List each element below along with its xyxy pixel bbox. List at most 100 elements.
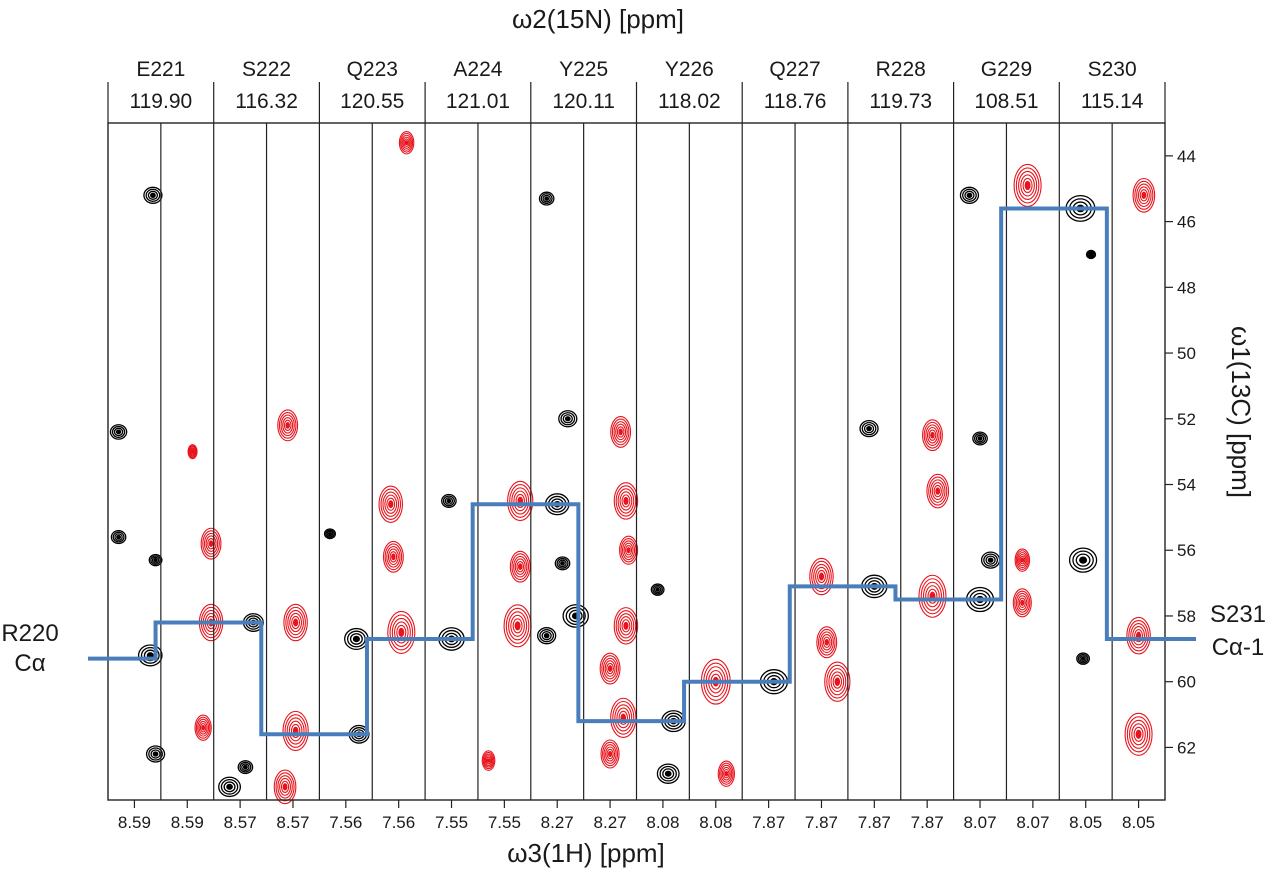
negative-peak-contour	[1124, 712, 1153, 756]
h1-tick-label: 7.56	[329, 813, 362, 832]
negative-peak-contour	[277, 409, 299, 442]
negative-peak-contour	[273, 769, 297, 805]
c13-tick-label: 62	[1177, 738, 1196, 757]
negative-peak-contour	[717, 760, 735, 787]
residue-name-label: E221	[136, 58, 185, 81]
negative-peak-contour	[507, 480, 534, 522]
negative-peak-contour	[1132, 177, 1156, 213]
h1-tick-label: 8.59	[171, 813, 204, 832]
h1-axis-title: ω3(1H) [ppm]	[507, 838, 665, 868]
negative-peak-contour	[613, 482, 639, 520]
c13-tick-label: 46	[1177, 213, 1196, 232]
n15-shift-label: 108.51	[974, 90, 1038, 113]
positive-peak-contour	[972, 431, 988, 446]
h1-tick-label: 8.08	[646, 813, 679, 832]
negative-peak-contour	[918, 574, 947, 618]
residue-header: S222 116.32	[235, 58, 298, 113]
positive-peak-contour	[1068, 547, 1098, 573]
residue-name-label: Y226	[665, 58, 714, 81]
negative-peak-contour	[503, 604, 532, 648]
positive-peak-contour	[109, 424, 128, 440]
h1-tick-label: 7.55	[488, 813, 521, 832]
n15-shift-label: 118.02	[658, 90, 721, 113]
h1-tick-label: 7.87	[805, 813, 838, 832]
n15-shift-label: 119.90	[130, 90, 193, 113]
positive-peak-contour	[562, 604, 589, 628]
h1-tick-label: 8.57	[276, 813, 309, 832]
residue-header-labels: E221 119.90 S222 116.32 Q223 120.55 A224 121.01…	[107, 58, 1166, 123]
negative-peak-contour	[816, 626, 838, 659]
c13-tick-label: 58	[1177, 607, 1196, 626]
start-annotation-atom: Cα	[14, 650, 45, 677]
negative-peak-contour	[922, 419, 943, 452]
c13-axis-ticks: 44 46 48 50 52 54 56 58 60 62	[1165, 147, 1196, 757]
positive-peak-contour	[237, 760, 254, 775]
negative-peak-contour	[200, 527, 222, 560]
positive-peak-contour	[656, 763, 680, 784]
residue-name-label: G229	[981, 58, 1032, 81]
residue-header: Y225 120.11	[552, 58, 615, 113]
negative-peak-contour	[1012, 588, 1032, 618]
h1-tick-label: 8.08	[699, 813, 732, 832]
c13-tick-label: 52	[1177, 410, 1196, 429]
c13-tick-label: 50	[1177, 344, 1196, 363]
residue-header: Y226 118.02	[658, 58, 721, 113]
negative-peak-contour	[378, 485, 403, 523]
residue-header: R228 119.73	[869, 58, 932, 113]
negative-peak-contour	[599, 652, 621, 685]
n15-shift-label: 116.32	[235, 90, 298, 113]
negative-peak-contour	[387, 610, 416, 654]
positive-peak-contour	[980, 551, 1001, 569]
sequential-walk-line	[88, 206, 1196, 737]
h1-tick-label: 7.87	[911, 813, 944, 832]
h1-tick-label: 8.07	[963, 813, 996, 832]
h1-tick-label: 8.57	[224, 813, 257, 832]
c13-tick-label: 56	[1177, 541, 1196, 560]
c13-tick-label: 60	[1177, 673, 1196, 692]
negative-peak-contour	[194, 714, 212, 741]
positive-peak-contour	[148, 553, 163, 567]
h1-tick-label: 7.56	[382, 813, 415, 832]
negative-peak-contour	[926, 473, 950, 509]
positive-peak-contour	[537, 627, 557, 645]
h1-tick-label: 7.87	[752, 813, 785, 832]
strip-dividers	[160, 123, 1113, 800]
positive-peak-contour	[137, 644, 163, 667]
negative-peak-contour	[283, 603, 308, 642]
negative-peak-contour	[187, 444, 198, 460]
positive-peak-contour	[650, 583, 665, 596]
positive-peak-contour	[1085, 249, 1097, 260]
positive-peak-contour	[323, 528, 337, 540]
positive-peak-contour	[143, 186, 163, 204]
residue-name-label: S230	[1088, 58, 1137, 81]
residue-name-label: R228	[876, 58, 926, 81]
n15-shift-label: 118.76	[764, 90, 827, 113]
residue-name-label: Y225	[559, 58, 608, 81]
c13-tick-label: 48	[1177, 278, 1196, 297]
h1-tick-label: 8.27	[594, 813, 627, 832]
negative-peak-contour	[610, 415, 632, 448]
positive-peak-contour	[558, 410, 578, 428]
h1-tick-label: 8.27	[541, 813, 574, 832]
positive-peak-contour	[538, 191, 555, 206]
negative-peak-contour	[398, 130, 415, 155]
h1-tick-label: 7.55	[435, 813, 468, 832]
residue-header: Q223 120.55	[340, 58, 404, 113]
positive-peak-contour	[554, 556, 571, 571]
c13-tick-label: 44	[1177, 147, 1196, 166]
negative-peak-contour	[509, 550, 531, 583]
positive-peak-contour	[344, 627, 369, 651]
negative-peak-contour	[1014, 548, 1031, 572]
c13-axis-title: ω1(13C) [ppm]	[1226, 326, 1256, 498]
positive-peak-contour	[1076, 652, 1091, 665]
positive-peak-contour	[145, 745, 166, 763]
negative-peak-contour	[600, 739, 620, 769]
negative-peak-contour	[824, 661, 851, 702]
n15-axis-title: ω2(15N) [ppm]	[512, 4, 684, 34]
h1-tick-label: 8.05	[1069, 813, 1102, 832]
n15-shift-label: 120.11	[552, 90, 615, 113]
negative-peak-contour	[809, 557, 834, 596]
positive-peak-contour	[859, 419, 879, 438]
end-annotation-residue: S231	[1210, 601, 1266, 628]
